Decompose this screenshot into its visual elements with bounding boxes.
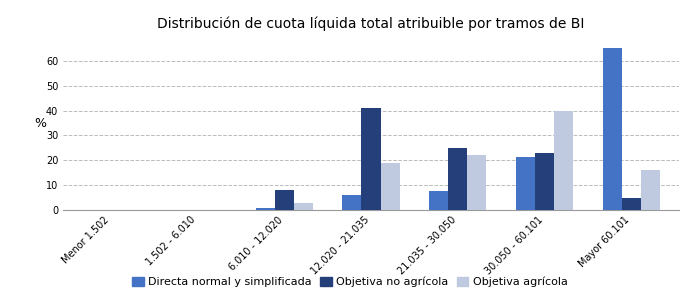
Bar (516, 157, 535, 210)
Bar (603, 48, 622, 210)
Bar (294, 202, 313, 210)
Bar (381, 163, 400, 210)
Bar (622, 198, 640, 210)
Bar (554, 111, 573, 210)
Title: Distribución de cuota líquida total atribuible por tramos de BI: Distribución de cuota líquida total atri… (158, 16, 584, 31)
Bar (468, 155, 486, 210)
Bar (361, 108, 381, 210)
Bar (256, 208, 274, 210)
Y-axis label: %: % (34, 116, 46, 130)
Bar (274, 190, 294, 210)
Bar (429, 191, 448, 210)
Bar (640, 170, 660, 210)
Bar (535, 153, 554, 210)
Legend: Directa normal y simplificada, Objetiva no agrícola, Objetiva agrícola: Directa normal y simplificada, Objetiva … (128, 272, 572, 291)
Bar (448, 148, 468, 210)
Bar (342, 195, 361, 210)
